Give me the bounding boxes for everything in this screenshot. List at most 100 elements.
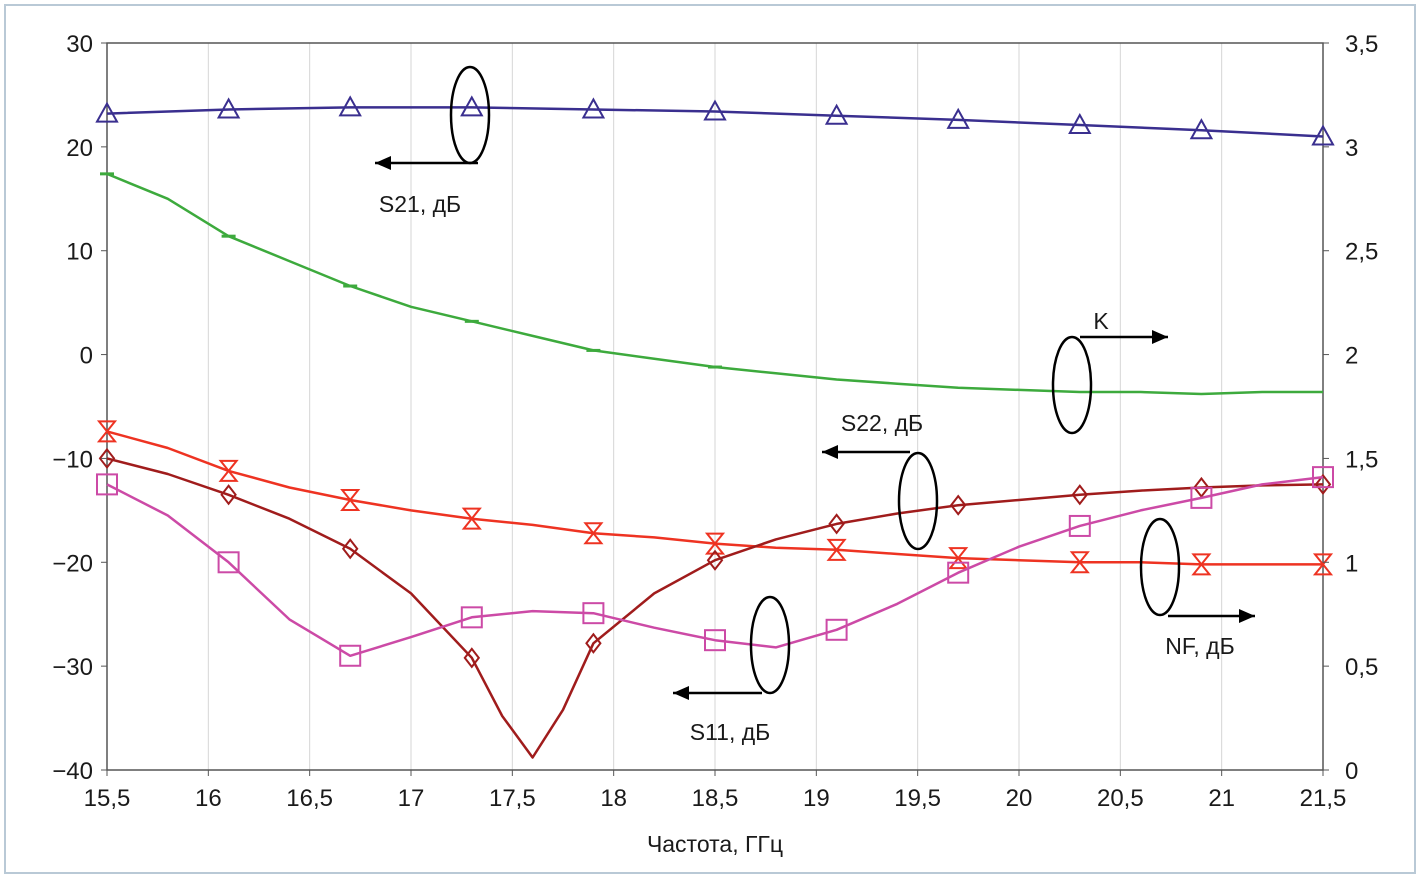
data-point: [1069, 551, 1090, 574]
y-right-tick-label: 2: [1345, 343, 1358, 370]
y-right-tick-label: 2,5: [1345, 239, 1378, 266]
data-point: [96, 473, 118, 496]
nf-arrow-head: [1239, 609, 1255, 623]
x-tick-label: 17,5: [489, 785, 536, 812]
x-tick-label: 21,5: [1300, 785, 1347, 812]
series-dash: [100, 172, 1323, 396]
k-ellipse: [1051, 335, 1093, 435]
x-axis-label: Частота, ГГц: [647, 831, 783, 857]
data-point: [1312, 466, 1334, 489]
tick-labels: 15,5 16 16,5 17 17,5 18 18,5 19 19,5 20 20,5 21 21,5…: [52, 31, 1378, 812]
data-point: [1190, 486, 1213, 509]
data-point: [583, 522, 604, 545]
data-point: [98, 447, 116, 470]
data-point: [704, 629, 726, 652]
data-point: [706, 549, 724, 571]
s22-ellipse: [897, 451, 939, 551]
data-point: [96, 420, 118, 443]
data-point: [338, 95, 362, 117]
data-point: [1191, 553, 1212, 576]
series-square: [96, 466, 1334, 667]
data-point: [828, 513, 845, 535]
data-point: [948, 547, 969, 570]
data-point: [460, 606, 483, 629]
data-point: [946, 107, 970, 129]
data-point: [704, 532, 726, 555]
data-point: [340, 488, 361, 511]
x-tick-label: 16,5: [286, 785, 333, 812]
series-line: [106, 106, 1324, 138]
y-left-tick-label: −30: [52, 654, 93, 681]
data-point: [1314, 473, 1332, 496]
y-right-tick-label: 0: [1345, 758, 1358, 785]
data-point: [1312, 553, 1334, 576]
data-point: [949, 494, 967, 516]
y-right-tick-label: 1,5: [1345, 446, 1378, 473]
data-point: [824, 103, 849, 125]
s22-arrow-head: [822, 445, 838, 459]
data-point: [826, 538, 847, 561]
data-point: [95, 101, 119, 123]
y-right-tick-label: 0,5: [1345, 654, 1378, 681]
data-point: [341, 538, 359, 560]
data-point: [582, 602, 605, 625]
y-left-tick-label: 0: [80, 343, 93, 370]
s11-arrow-head: [673, 686, 689, 700]
data-point: [585, 632, 602, 654]
y-left-tick-label: −20: [52, 550, 93, 577]
y-left-tick-label: −10: [52, 446, 93, 473]
x-tick-label: 18,5: [692, 785, 739, 812]
data-point: [1071, 484, 1089, 506]
y-right-tick-label: 1: [1345, 550, 1358, 577]
y-right-tick-label: 3,5: [1345, 31, 1378, 58]
grid: [207, 43, 1223, 770]
x-tick-label: 16: [195, 785, 222, 812]
s11-ellipse: [749, 595, 791, 695]
data-point: [1189, 118, 1214, 140]
x-tick-label: 21: [1208, 785, 1235, 812]
series-triangle: [95, 95, 1335, 146]
data-point: [216, 97, 241, 119]
data-point: [1068, 112, 1092, 135]
series-layer: [95, 95, 1335, 759]
series-line: [106, 475, 1324, 658]
nf-ellipse: [1139, 517, 1181, 617]
data-point: [825, 618, 848, 641]
data-point: [461, 507, 482, 530]
data-point: [463, 647, 481, 669]
y-left-tick-label: 20: [66, 135, 93, 162]
k-label: K: [1093, 308, 1109, 334]
data-point: [217, 551, 240, 574]
y-left-tick-label: −40: [52, 758, 93, 785]
x-tick-label: 19,5: [894, 785, 941, 812]
x-tick-label: 20,5: [1097, 785, 1144, 812]
nf-label: NF, дБ: [1165, 633, 1234, 659]
s21-arrow-head: [375, 156, 391, 170]
data-point: [1068, 514, 1091, 537]
annotations: S21, дБ K S22, дБ NF, дБ S11, дБ: [375, 65, 1255, 745]
data-point: [218, 459, 239, 482]
y-left-tick-label: 10: [66, 239, 93, 266]
x-tick-label: 18: [600, 785, 627, 812]
s22-label: S22, дБ: [841, 410, 923, 436]
x-tick-label: 15,5: [84, 785, 131, 812]
series-hourglass: [96, 420, 1334, 576]
x-tick-label: 17: [398, 785, 425, 812]
k-arrow-head: [1152, 330, 1168, 344]
x-tick-label: 19: [803, 785, 830, 812]
data-point: [460, 95, 484, 117]
data-point: [339, 644, 362, 667]
data-point: [703, 99, 727, 121]
x-tick-label: 20: [1006, 785, 1033, 812]
data-point: [220, 484, 237, 506]
s21-label: S21, дБ: [379, 191, 461, 217]
s11-label: S11, дБ: [690, 719, 771, 745]
data-point: [1311, 124, 1335, 146]
series-diamond: [98, 447, 1332, 759]
data-point: [947, 561, 970, 584]
y-right-tick-label: 3: [1345, 135, 1358, 162]
chart-frame: [4, 4, 1416, 874]
data-point: [1193, 476, 1210, 499]
data-point: [581, 97, 606, 119]
